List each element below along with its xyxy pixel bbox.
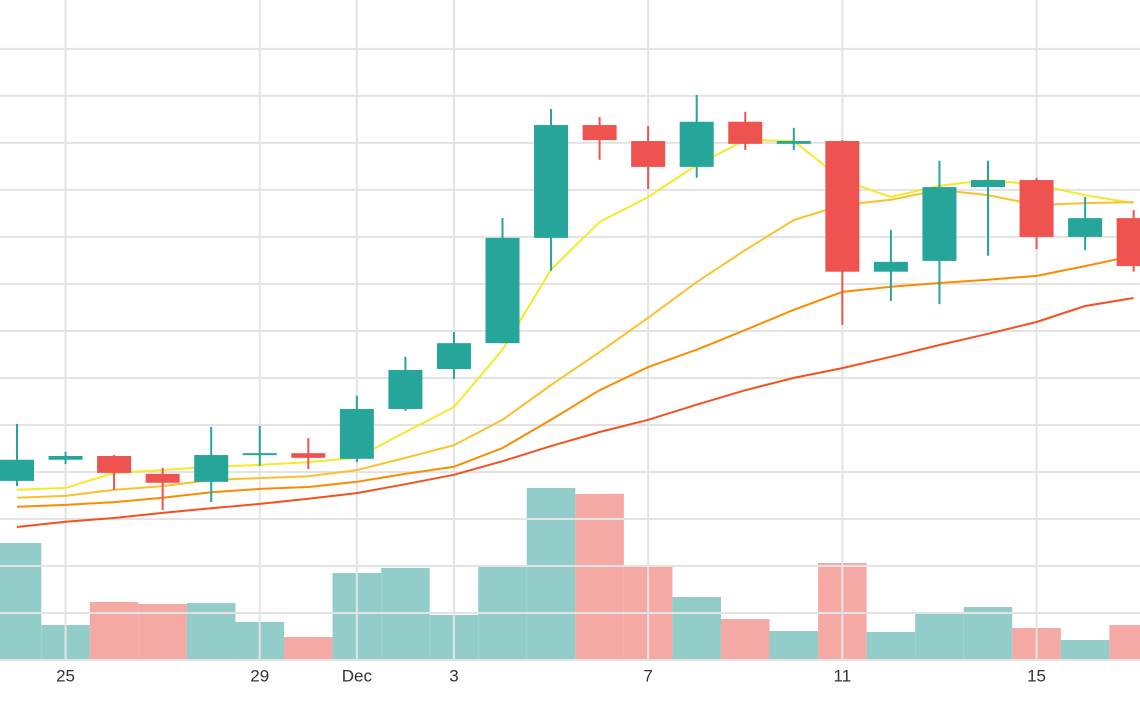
x-tick-label: 7 — [643, 666, 652, 685]
candle-body — [291, 453, 326, 458]
moving-average-line — [16, 297, 1134, 528]
x-tick-label: 25 — [56, 666, 75, 685]
volume-bar — [963, 607, 1013, 660]
volume-bar — [1060, 640, 1110, 660]
volume-bar — [720, 619, 770, 660]
volume-bar — [526, 488, 576, 660]
moving-average-line — [16, 254, 1134, 508]
candle-body — [728, 121, 763, 144]
candle-body — [825, 141, 860, 272]
candle-body — [436, 343, 471, 370]
x-tick-label: 15 — [1027, 666, 1046, 685]
volume-bar — [915, 613, 964, 660]
candle-body — [145, 473, 180, 483]
candle-body — [922, 187, 957, 261]
candle-body — [582, 125, 617, 141]
candle-body — [873, 261, 908, 272]
candle-body — [776, 141, 811, 144]
volume-bar — [186, 603, 236, 660]
candle-body — [242, 453, 277, 456]
candle-body — [534, 125, 569, 238]
volume-bar — [0, 543, 42, 660]
x-tick-label: Dec — [342, 666, 373, 685]
candle-body — [0, 459, 34, 481]
candle-body — [679, 121, 714, 167]
candle-body — [1068, 218, 1103, 237]
volume-bar — [381, 568, 430, 660]
candle-body — [388, 369, 423, 409]
candle-body — [194, 455, 229, 482]
volume-bar — [284, 637, 333, 660]
volume-bar — [672, 597, 721, 660]
volume-bar — [1109, 625, 1140, 660]
volume-bar — [769, 631, 819, 660]
candle-body — [339, 408, 374, 459]
candle-body — [971, 180, 1005, 188]
volume-bar — [575, 494, 624, 660]
candle-body — [631, 141, 666, 167]
x-tick-label: 3 — [449, 666, 458, 685]
x-tick-label: 11 — [834, 666, 852, 685]
volume-bar — [866, 632, 916, 660]
x-tick-label: 29 — [250, 666, 269, 685]
candle-body — [1019, 180, 1054, 237]
candle-body — [1116, 218, 1140, 267]
candle-body — [48, 455, 83, 460]
volume-bar — [89, 602, 139, 660]
candle-body — [97, 455, 132, 473]
candle-body — [485, 237, 520, 344]
